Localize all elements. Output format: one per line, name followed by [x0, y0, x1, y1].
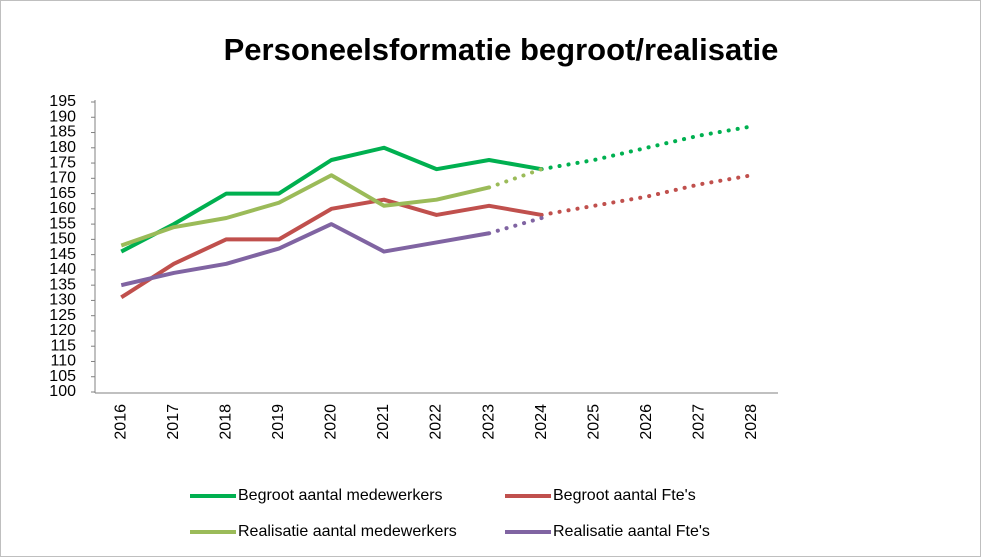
x-tick-label: 2018: [218, 404, 235, 440]
x-tick-label: 2019: [270, 404, 287, 440]
x-tick-label: 2020: [323, 404, 340, 440]
x-tick-label: 2027: [690, 404, 707, 440]
x-tick-label: 2021: [375, 404, 392, 440]
y-tick-label: 115: [50, 337, 76, 354]
y-tick-label: 160: [49, 200, 76, 217]
series-line-projection: [487, 216, 544, 236]
x-tick-label: 2023: [480, 404, 497, 440]
x-tick-label: 2024: [533, 404, 550, 440]
y-tick-label: 175: [49, 154, 76, 171]
series-line: [120, 145, 542, 254]
y-tick-label: 140: [49, 261, 76, 278]
y-tick-label: 125: [49, 307, 76, 324]
series-line-projection: [539, 173, 754, 217]
y-tick-label: 185: [49, 124, 76, 141]
y-tick-label: 145: [49, 246, 76, 263]
y-tick-label: 120: [49, 322, 76, 339]
y-tick-label: 105: [49, 368, 76, 385]
series-line: [120, 222, 490, 288]
x-tick-label: 2026: [638, 404, 655, 440]
y-tick-label: 195: [49, 93, 76, 110]
y-tick-label: 155: [49, 215, 76, 232]
x-tick-label: 2017: [165, 404, 182, 440]
x-tick-label: 2025: [585, 404, 602, 440]
x-tick-label: 2016: [112, 404, 129, 440]
series-line: [120, 197, 542, 300]
x-tick-label: 2022: [428, 404, 445, 440]
legend-label: Begroot aantal medewerkers: [238, 487, 443, 504]
series-line: [120, 173, 490, 248]
y-tick-label: 165: [49, 185, 76, 202]
y-tick-label: 130: [49, 292, 76, 309]
series-line-projection: [539, 124, 754, 172]
y-tick-label: 100: [49, 383, 76, 400]
y-tick-label: 150: [49, 231, 76, 248]
legend-label: Begroot aantal Fte's: [553, 487, 696, 504]
y-tick-label: 180: [49, 139, 76, 156]
chart-title: Personeelsformatie begroot/realisatie: [224, 32, 779, 67]
legend-label: Realisatie aantal medewerkers: [238, 523, 457, 540]
y-tick-label: 135: [49, 276, 76, 293]
y-tick-label: 170: [49, 170, 76, 187]
y-tick-label: 110: [50, 353, 76, 370]
x-tick-label: 2028: [743, 404, 760, 440]
y-tick-label: 190: [49, 108, 76, 125]
legend-label: Realisatie aantal Fte's: [553, 523, 710, 540]
series-line-projection: [487, 167, 544, 190]
